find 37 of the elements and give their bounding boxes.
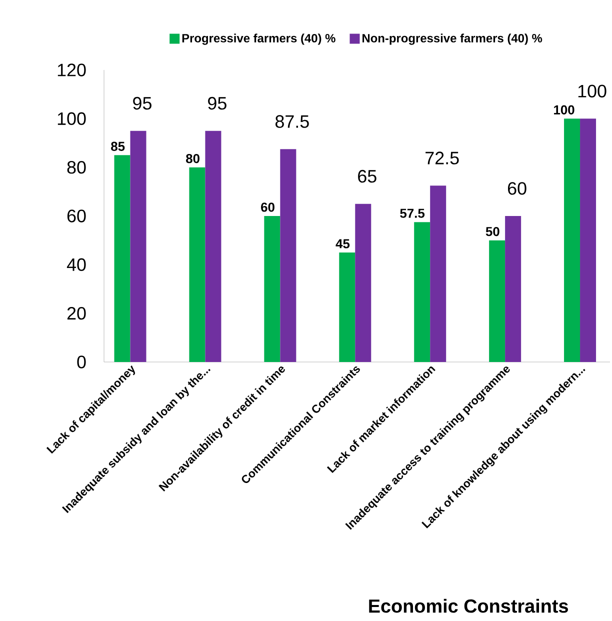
data-label: 80 — [186, 154, 200, 164]
y-tick-label: 120 — [58, 64, 86, 76]
data-label: 72.5 — [426, 152, 459, 164]
bar — [505, 216, 522, 362]
data-label: 95 — [208, 96, 226, 110]
data-label: 60 — [508, 182, 526, 195]
bar — [430, 186, 446, 362]
y-tick-label: 100 — [58, 112, 86, 126]
data-label: 60 — [261, 202, 274, 212]
bar — [189, 167, 206, 362]
data-label: 100 — [554, 105, 574, 114]
legend-label: Progressive farmers (40) % — [182, 34, 336, 45]
bar — [489, 240, 506, 362]
x-axis-title: Economic Constraints — [369, 598, 568, 613]
data-label: 65 — [358, 170, 376, 183]
data-label: 50 — [486, 226, 500, 236]
data-label: 87.5 — [275, 115, 309, 128]
y-tick-label: 80 — [67, 160, 86, 174]
bar — [264, 216, 280, 362]
bar — [114, 155, 130, 362]
data-label: 100 — [578, 84, 606, 98]
bar — [355, 204, 372, 362]
y-tick-label: 20 — [67, 306, 86, 320]
y-tick-label: 60 — [67, 210, 86, 222]
bar — [339, 252, 356, 362]
bar — [580, 118, 596, 362]
bar — [130, 130, 146, 362]
y-tick-label: 40 — [66, 258, 86, 272]
data-label: 85 — [111, 142, 125, 151]
data-label: 57.5 — [400, 208, 425, 218]
bar — [414, 222, 430, 362]
bar — [564, 118, 580, 362]
data-label: 45 — [336, 239, 350, 248]
bar — [205, 130, 222, 362]
legend-label: Non-progressive farmers (40) % — [362, 34, 542, 45]
data-label: 95 — [133, 96, 152, 110]
bar — [280, 149, 296, 362]
